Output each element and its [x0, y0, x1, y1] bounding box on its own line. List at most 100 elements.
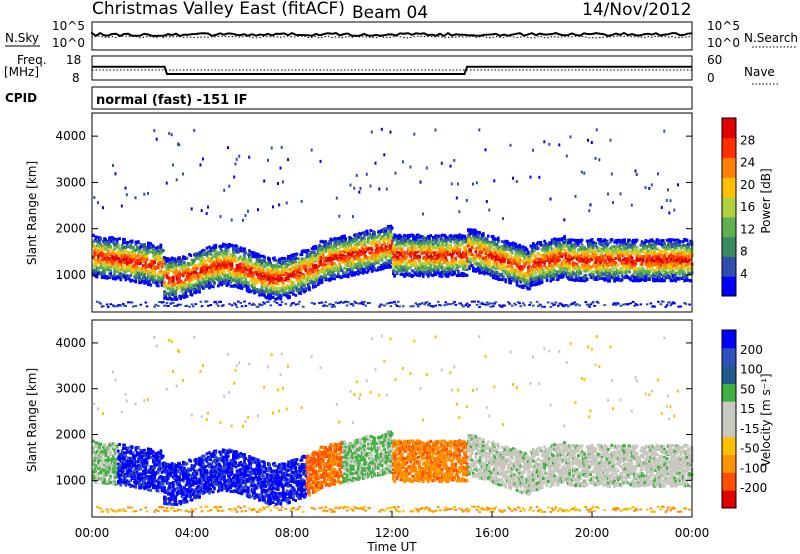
power-cell	[317, 283, 320, 286]
power-cell	[420, 251, 424, 255]
power-cell	[439, 235, 443, 239]
power-cell	[489, 305, 493, 308]
power-cell	[102, 240, 105, 244]
power-cell	[129, 273, 133, 277]
power-cell	[312, 285, 315, 289]
power-cell	[460, 234, 464, 238]
power-cell	[280, 264, 284, 268]
power-cell	[359, 302, 363, 305]
power-cell	[368, 261, 371, 265]
power-cell	[272, 285, 275, 289]
power-cell	[454, 260, 458, 264]
power-cell	[470, 253, 474, 257]
power-cell	[108, 267, 111, 271]
power-cell	[219, 215, 222, 219]
power-cell	[439, 254, 443, 258]
power-cell	[302, 305, 305, 308]
power-cell	[184, 266, 188, 270]
power-cell	[143, 273, 146, 276]
power-cell	[370, 256, 374, 260]
power-cell	[460, 304, 464, 306]
power-cell	[417, 305, 420, 308]
power-cell	[263, 302, 266, 305]
power-cell	[480, 301, 484, 304]
power-cell	[233, 175, 236, 179]
power-cell	[427, 304, 430, 307]
power-cell	[129, 266, 133, 270]
power-cell	[224, 261, 228, 265]
power-cell	[294, 272, 298, 276]
power-cell	[227, 269, 230, 272]
power-cell	[252, 281, 255, 285]
power-cell	[204, 259, 208, 263]
power-cell	[494, 237, 498, 241]
power-cell	[293, 275, 296, 279]
power-cell	[187, 266, 190, 270]
power-cell	[214, 300, 218, 303]
power-cell	[424, 238, 428, 242]
power-cell	[249, 270, 253, 274]
power-cell	[409, 261, 413, 265]
power-cell	[343, 250, 346, 254]
power-cell	[305, 251, 309, 255]
power-cell	[247, 283, 250, 287]
power-cell	[143, 258, 146, 262]
power-cell	[162, 272, 165, 276]
power-cell	[234, 303, 238, 306]
noise-left-tick-top: 10^5	[52, 19, 85, 33]
power-cell	[210, 259, 214, 263]
power-cell	[215, 253, 219, 257]
power-cell	[182, 287, 185, 291]
power-cell	[268, 270, 271, 274]
power-cell	[169, 267, 173, 271]
power-cell	[385, 265, 389, 269]
power-cell	[480, 251, 484, 254]
power-cell	[442, 245, 445, 249]
power-cell	[504, 278, 508, 282]
power-cell	[453, 300, 456, 303]
power-cell	[132, 249, 135, 253]
power-cell	[230, 284, 234, 288]
power-cell	[247, 264, 250, 268]
power-cell	[377, 267, 380, 271]
power-cell	[112, 251, 115, 255]
power-cell	[474, 232, 478, 236]
power-cell	[335, 275, 339, 278]
power-cell	[347, 301, 350, 304]
power-cell	[154, 253, 158, 257]
power-cell	[142, 255, 145, 258]
power-cell	[388, 238, 391, 242]
power-cell	[200, 305, 204, 308]
power-cell	[309, 257, 313, 261]
power-cell	[384, 230, 388, 233]
power-cell	[327, 270, 330, 274]
power-cell	[389, 261, 393, 265]
power-cell	[363, 300, 366, 303]
power-cell	[252, 278, 255, 282]
power-cell	[393, 300, 396, 303]
power-cell	[290, 274, 294, 278]
power-cell	[354, 271, 358, 275]
noise-sky-trace	[91, 31, 693, 38]
power-cell	[217, 256, 220, 259]
power-cell	[444, 266, 448, 270]
power-cell	[467, 260, 470, 263]
power-cell	[449, 303, 453, 306]
power-cell	[317, 246, 320, 250]
power-cell	[333, 262, 336, 266]
power-cell	[349, 183, 352, 187]
power-cell	[312, 259, 315, 263]
power-cell	[484, 252, 488, 255]
power-cell	[227, 249, 230, 253]
power-cell	[453, 263, 456, 267]
power-cell	[273, 256, 276, 260]
power-cell	[103, 269, 106, 273]
power-cell	[398, 268, 401, 272]
power-cell	[205, 266, 209, 270]
power-cell	[437, 268, 440, 272]
power-cell	[170, 263, 174, 267]
power-cell	[119, 304, 123, 307]
power-cell	[369, 235, 373, 238]
power-cell	[444, 254, 448, 258]
power-cell	[162, 301, 165, 304]
